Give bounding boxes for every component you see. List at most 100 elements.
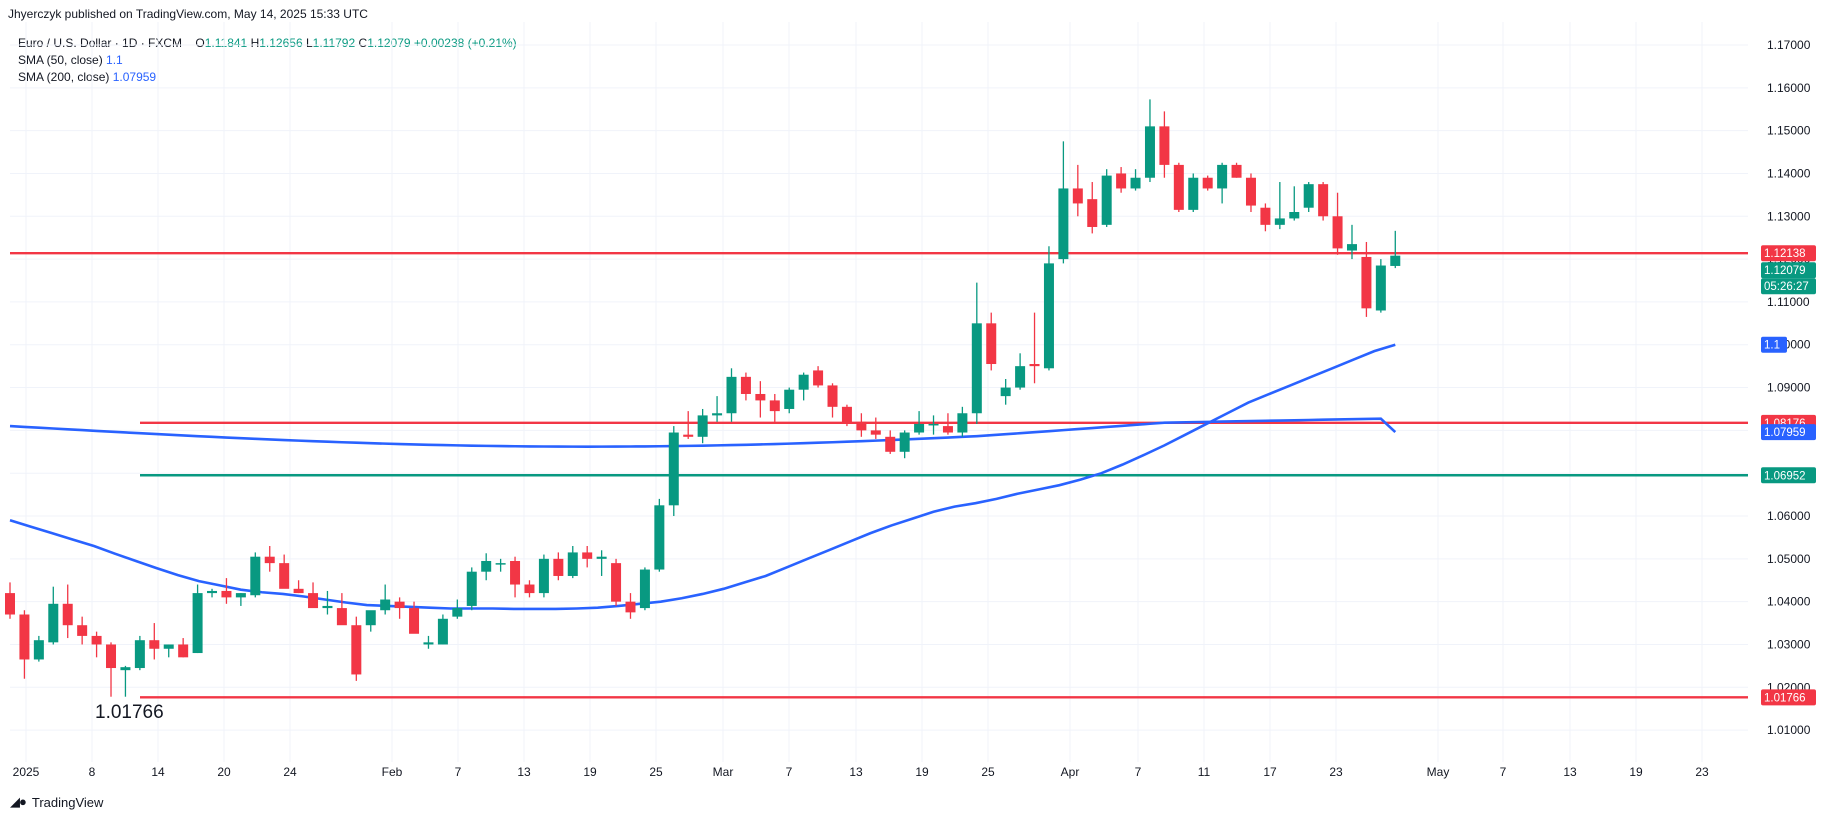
candle	[986, 312, 997, 371]
candle	[654, 498, 665, 572]
y-tick-label: 1.13000	[1767, 209, 1811, 223]
price-tag-bg	[1761, 467, 1816, 484]
candle-body	[1087, 199, 1098, 227]
candle-body	[452, 608, 463, 617]
candle-body	[1361, 256, 1372, 309]
candle	[567, 545, 578, 579]
candle-body	[495, 563, 506, 565]
candle	[1101, 169, 1112, 227]
sma50-row[interactable]: SMA (50, close) 1.1	[18, 52, 517, 69]
symbol-row[interactable]: Euro / U.S. Dollar · 1D · FXCM O1.11841 …	[18, 35, 517, 52]
candle	[538, 554, 549, 598]
candle-body	[596, 556, 607, 559]
candle-body	[91, 635, 102, 645]
sma50-line	[9, 343, 1396, 611]
symbol-name: Euro / U.S. Dollar · 1D · FXCM	[18, 36, 183, 50]
footer[interactable]: ◢● TradingView	[10, 794, 103, 810]
candle	[928, 415, 939, 435]
candle	[1015, 353, 1026, 390]
candle-body	[279, 563, 290, 589]
x-tick-label: 25	[981, 765, 995, 779]
candle	[1390, 230, 1401, 269]
price-tag-text: 1.12138	[1764, 248, 1806, 260]
price-tag: 1.01766	[1761, 689, 1816, 706]
candle	[394, 597, 405, 619]
candle-body	[1130, 177, 1141, 189]
candle-body	[1202, 177, 1213, 189]
candle-body	[784, 389, 795, 409]
candle-body	[971, 323, 982, 414]
candle-body	[351, 625, 362, 675]
candle-body	[654, 505, 665, 570]
candle-body	[1274, 218, 1285, 225]
candle	[1202, 175, 1213, 191]
candle	[308, 582, 319, 609]
candle-body	[264, 556, 275, 564]
candle	[5, 582, 15, 619]
candle-body	[192, 593, 203, 654]
candle	[1375, 259, 1386, 313]
candle-body	[1144, 126, 1155, 178]
x-tick-label: 25	[649, 765, 663, 779]
candle	[19, 610, 30, 679]
candle-body	[567, 552, 578, 576]
candle	[178, 638, 189, 658]
sma200-value: 1.07959	[112, 70, 157, 84]
candle	[582, 545, 593, 568]
x-tick-label: 17	[1263, 765, 1277, 779]
high-label: H	[250, 36, 260, 50]
candle	[1260, 203, 1271, 232]
candle	[1289, 186, 1300, 221]
candles	[5, 99, 1401, 697]
candle-body	[1029, 364, 1040, 367]
sma200-row[interactable]: SMA (200, close) 1.07959	[18, 69, 517, 86]
candle-body	[827, 385, 838, 407]
price-tag-bg	[1761, 336, 1787, 353]
x-tick-label: 20	[217, 765, 231, 779]
change-value: +0.00238 (+0.21%)	[413, 36, 517, 50]
x-tick-label: Feb	[382, 765, 403, 779]
y-tick-label: 1.05000	[1767, 552, 1811, 566]
price-tag-text: 05:26:27	[1764, 281, 1809, 293]
candle-body	[437, 618, 448, 645]
candle-body	[1159, 126, 1170, 165]
candle-body	[134, 640, 145, 669]
candle	[1217, 162, 1228, 204]
price-tag-bg	[1761, 424, 1816, 441]
candle	[134, 635, 145, 671]
candle-body	[423, 642, 434, 645]
candle-body	[611, 563, 622, 602]
candle-body	[380, 599, 391, 611]
candle-body	[409, 608, 420, 634]
candle	[437, 614, 448, 645]
price-tag-text: 1.07959	[1764, 427, 1806, 439]
candle-body	[870, 430, 881, 435]
candle-body	[899, 432, 910, 452]
candle	[120, 665, 131, 697]
candle	[524, 580, 535, 598]
tradingview-logo-icon: ◢●	[10, 794, 27, 809]
y-tick-label: 1.16000	[1767, 81, 1811, 95]
candle-body	[1318, 184, 1329, 217]
x-tick-label: 13	[849, 765, 863, 779]
candle	[149, 623, 160, 660]
x-tick-label: 19	[583, 765, 597, 779]
footer-brand: TradingView	[31, 794, 104, 810]
candle	[870, 417, 881, 439]
candle	[221, 578, 232, 604]
candle-body	[1390, 255, 1401, 266]
candle	[279, 554, 290, 589]
price-tag-text: 1.06952	[1764, 470, 1806, 482]
x-tick-label: 23	[1329, 765, 1343, 779]
candle-body	[466, 571, 477, 606]
candle-body	[207, 590, 218, 594]
y-tick-label: 1.15000	[1767, 124, 1811, 138]
horizontal-levels	[10, 251, 1748, 699]
candle	[1029, 312, 1040, 384]
price-chart[interactable]: 1.170001.160001.150001.140001.130001.120…	[0, 0, 1835, 790]
price-tag-bg	[1761, 245, 1816, 262]
candle-body	[120, 667, 131, 671]
candle-body	[235, 593, 246, 598]
price-tag: 1.06952	[1761, 467, 1816, 484]
candle-body	[149, 640, 160, 649]
